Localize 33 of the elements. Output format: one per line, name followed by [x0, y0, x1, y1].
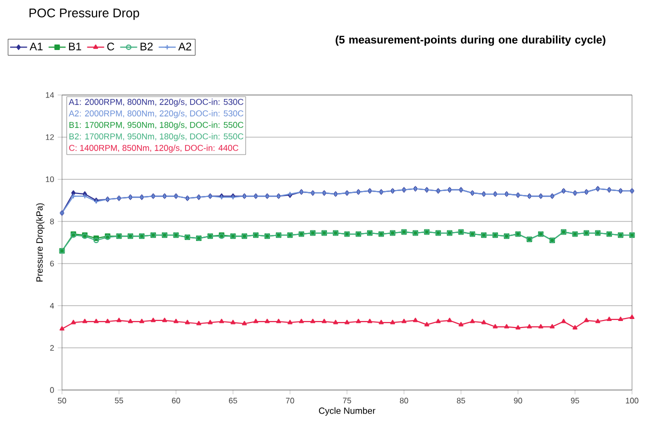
x-tick-label: 55	[114, 398, 124, 404]
text: (5 measurement-points during one durability cycle)	[336, 36, 606, 46]
x-tick-label: 95	[570, 398, 580, 404]
x-tick-label: 100	[626, 398, 638, 404]
y-tick-label: 12	[46, 134, 54, 140]
chart-title: POC Pressure Drop	[30, 8, 140, 20]
annotation: A1: 2000RPM, 800Nm, 220g/s, DOC-in: 530C	[68, 98, 244, 107]
annotation: B1: 1700RPM, 950Nm, 180g/s, DOC-in: 550C	[69, 122, 244, 130]
legend-label: C	[107, 42, 114, 50]
x-tick-label: 80	[400, 398, 408, 404]
y-tick-label: 2	[50, 345, 54, 351]
x-tick-label: 75	[342, 398, 352, 404]
x-tick-label: 65	[228, 398, 238, 404]
y-tick-label: 10	[46, 176, 54, 182]
x-tick-label: 50	[58, 398, 66, 404]
annotation: A2: 2000RPM, 800Nm, 220g/s, DOC-in: 530C	[68, 110, 244, 118]
y-tick-label: 14	[46, 92, 54, 98]
y-tick-label: 0	[50, 387, 54, 393]
y-tick-label: 6	[50, 260, 54, 266]
x-axis-title: Cycle Number	[318, 407, 376, 416]
legend-label: A1	[30, 42, 43, 50]
x-tick-label: 70	[286, 398, 294, 404]
x-tick-label: 60	[172, 398, 180, 404]
legend-label: B1	[69, 42, 82, 50]
x-tick-label: 90	[514, 398, 522, 404]
y-tick-label: 4	[50, 302, 54, 308]
legend-label: B2	[140, 42, 153, 50]
legend-label: A2	[178, 42, 192, 50]
annotation: C: 1400RPM, 850Nm, 120g/s, DOC-in: 440C	[69, 144, 238, 153]
annotation: B2: 1700RPM, 950Nm, 180g/s, DOC-in: 550C	[69, 133, 244, 142]
x-tick-label: 85	[456, 398, 466, 404]
y-tick-label: 8	[50, 218, 54, 224]
y-axis-title: Pressure Drop(kPa)	[36, 203, 44, 282]
